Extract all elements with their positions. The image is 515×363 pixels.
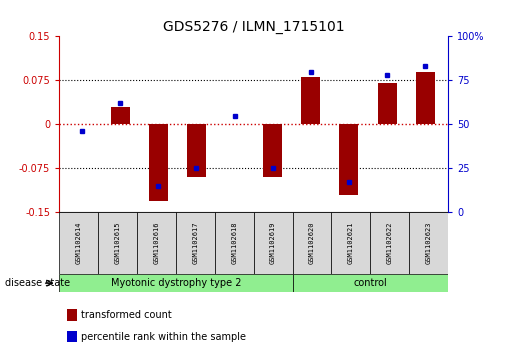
Bar bbox=[409, 212, 448, 274]
Bar bbox=[137, 212, 176, 274]
Text: GSM1102619: GSM1102619 bbox=[270, 222, 276, 265]
Text: GSM1102616: GSM1102616 bbox=[153, 222, 160, 265]
Bar bbox=[149, 124, 168, 201]
Text: Myotonic dystrophy type 2: Myotonic dystrophy type 2 bbox=[111, 278, 241, 288]
Text: GSM1102621: GSM1102621 bbox=[348, 222, 354, 265]
Bar bbox=[215, 212, 253, 274]
Bar bbox=[416, 72, 435, 124]
Text: transformed count: transformed count bbox=[81, 310, 171, 321]
Text: control: control bbox=[353, 278, 387, 288]
Text: GSM1102617: GSM1102617 bbox=[192, 222, 198, 265]
Bar bbox=[98, 212, 137, 274]
Bar bbox=[377, 83, 397, 124]
Bar bbox=[67, 331, 77, 342]
Bar bbox=[339, 124, 358, 195]
Title: GDS5276 / ILMN_1715101: GDS5276 / ILMN_1715101 bbox=[163, 20, 345, 34]
Text: GSM1102615: GSM1102615 bbox=[114, 222, 121, 265]
Bar bbox=[187, 124, 206, 177]
Bar bbox=[370, 212, 409, 274]
Bar bbox=[293, 212, 332, 274]
Bar bbox=[111, 107, 130, 124]
Text: GSM1102614: GSM1102614 bbox=[76, 222, 82, 265]
Bar bbox=[59, 212, 98, 274]
Text: GSM1102623: GSM1102623 bbox=[425, 222, 432, 265]
Text: GSM1102622: GSM1102622 bbox=[387, 222, 393, 265]
Bar bbox=[253, 212, 293, 274]
Bar bbox=[293, 274, 448, 292]
Bar bbox=[301, 77, 320, 124]
Bar bbox=[332, 212, 370, 274]
Bar bbox=[263, 124, 282, 177]
Text: percentile rank within the sample: percentile rank within the sample bbox=[81, 332, 246, 342]
Text: disease state: disease state bbox=[5, 278, 70, 288]
Bar bbox=[176, 212, 215, 274]
Text: GSM1102620: GSM1102620 bbox=[309, 222, 315, 265]
Text: GSM1102618: GSM1102618 bbox=[231, 222, 237, 265]
Bar bbox=[59, 274, 293, 292]
Bar bbox=[67, 309, 77, 321]
